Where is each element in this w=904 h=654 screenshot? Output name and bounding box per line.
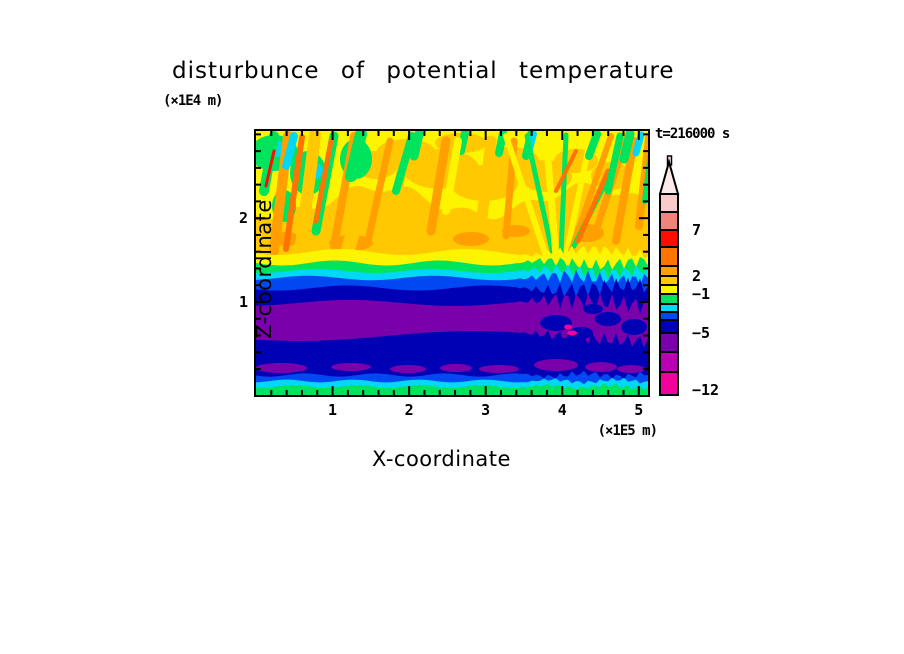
time-annotation: t=216000 s bbox=[655, 126, 730, 142]
x-tick-label: 4 bbox=[557, 401, 567, 419]
y-tick-label: 1 bbox=[238, 292, 248, 311]
y-axis-title: Z-coordinate bbox=[251, 199, 276, 339]
colorbar: 7 2 −1 −5 −12 bbox=[658, 153, 738, 403]
y-axis-unit-label: (×1E4 m) bbox=[163, 93, 223, 109]
plot-area bbox=[254, 129, 650, 397]
x-tick-label: 5 bbox=[634, 401, 644, 419]
colorbar-tick-label: −5 bbox=[692, 324, 711, 342]
colorbar-tick-label: −12 bbox=[692, 381, 720, 399]
colorbar-tick-label: 7 bbox=[692, 221, 702, 239]
x-tick-label: 1 bbox=[328, 401, 338, 419]
y-tick-label: 2 bbox=[238, 209, 248, 228]
x-axis-unit-label: (×1E5 m) bbox=[597, 423, 658, 439]
colorbar-tick-label: 2 bbox=[692, 267, 702, 285]
chart-title: disturbunce of potential temperature bbox=[172, 58, 675, 84]
x-tick-label: 3 bbox=[481, 401, 491, 419]
contour-field bbox=[256, 131, 648, 395]
x-tick-label: 2 bbox=[404, 401, 414, 419]
colorbar-tick-label: −1 bbox=[692, 285, 711, 303]
colorbar-scale bbox=[658, 155, 680, 396]
x-axis-title: X-coordinate bbox=[372, 447, 511, 471]
